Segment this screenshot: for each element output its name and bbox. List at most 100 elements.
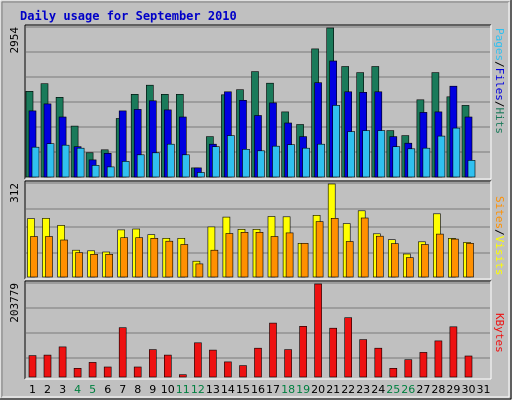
bar-sites-day-6 [105, 254, 113, 278]
bar-pages-day-14 [227, 135, 235, 178]
panel-hits_files_pages [24, 24, 492, 180]
bar-kbytes-day-30 [464, 355, 473, 378]
bar-kbytes-day-25 [389, 367, 398, 378]
bar-kbytes-day-6 [103, 366, 112, 378]
bar-sites-day-10 [165, 240, 174, 278]
legend-separator: / [493, 229, 506, 236]
day-label-23: 23 [356, 383, 370, 396]
day-label-29: 29 [446, 383, 460, 396]
bar-sites-day-26 [405, 257, 414, 278]
bar-pages-day-4 [76, 147, 85, 178]
bar-pages-day-9 [152, 152, 160, 178]
day-label-30: 30 [462, 383, 476, 396]
bar-pages-day-21 [332, 105, 341, 178]
bar-pages-day-2 [46, 143, 55, 178]
legend-entry: Visits [493, 236, 506, 276]
bar-kbytes-day-26 [404, 359, 413, 378]
legend-top: Pages/Files/Hits [493, 28, 506, 134]
day-label-4: 4 [74, 383, 81, 396]
bar-sites-day-20 [315, 221, 324, 278]
bar-pages-day-23 [362, 130, 371, 178]
bar-pages-day-6 [106, 166, 115, 178]
bar-pages-day-26 [407, 148, 416, 178]
bar-pages-day-7 [121, 161, 130, 178]
day-label-6: 6 [104, 383, 111, 396]
series-pages [31, 105, 476, 178]
bar-sites-day-15 [240, 232, 249, 278]
bar-sites-day-13 [210, 249, 219, 278]
bar-kbytes-day-7 [118, 327, 127, 378]
bar-kbytes-day-11 [179, 374, 187, 378]
bar-sites-day-1 [30, 236, 38, 278]
bar-pages-day-10 [167, 143, 175, 178]
day-label-22: 22 [341, 383, 355, 396]
bar-kbytes-day-14 [224, 361, 232, 378]
bar-pages-day-29 [452, 127, 461, 178]
y-max-label: 312 [8, 183, 21, 203]
bar-sites-day-24 [375, 235, 384, 278]
bar-kbytes-day-24 [374, 347, 383, 378]
bar-kbytes-day-29 [449, 326, 458, 378]
bar-pages-day-5 [91, 165, 100, 178]
bar-kbytes-day-5 [88, 362, 97, 378]
bar-sites-day-9 [150, 238, 159, 278]
panel-visits_sites [24, 180, 492, 280]
bar-pages-day-18 [287, 144, 295, 178]
series-sites [30, 217, 474, 278]
bar-sites-day-11 [180, 244, 189, 278]
bar-sites-day-17 [270, 236, 279, 278]
bar-pages-day-3 [61, 144, 70, 178]
bar-kbytes-day-23 [359, 339, 368, 378]
bar-pages-day-16 [257, 150, 265, 178]
day-label-17: 17 [266, 383, 280, 396]
day-label-3: 3 [59, 383, 66, 396]
day-label-5: 5 [89, 383, 96, 396]
legend-entry: Hits [493, 108, 506, 135]
day-label-8: 8 [134, 383, 141, 396]
day-label-25: 25 [386, 383, 400, 396]
bar-sites-day-14 [225, 233, 234, 278]
day-label-19: 19 [296, 383, 310, 396]
day-label-16: 16 [251, 383, 265, 396]
day-label-15: 15 [236, 383, 250, 396]
bar-kbytes-day-28 [434, 340, 443, 378]
day-label-18: 18 [281, 383, 295, 396]
x-axis-day-labels: 1 2 3 4 5 6 7 8 9 10 11 12 13 14 15 16 17 18 19 20 21 22 23 24 2… [29, 383, 491, 396]
bar-pages-day-8 [136, 154, 145, 178]
bar-sites-day-5 [90, 254, 98, 278]
bar-sites-day-19 [300, 243, 309, 278]
bar-kbytes-day-15 [239, 365, 247, 378]
day-label-24: 24 [371, 383, 385, 396]
bar-sites-day-12 [195, 263, 204, 278]
bar-pages-day-15 [242, 149, 250, 178]
legend-entry: Sites [493, 196, 506, 229]
bar-sites-day-30 [466, 243, 474, 278]
day-label-20: 20 [311, 383, 325, 396]
bar-pages-day-30 [467, 160, 476, 178]
bar-pages-day-1 [31, 146, 40, 178]
bar-pages-day-13 [212, 146, 220, 178]
bar-kbytes-day-4 [73, 367, 82, 378]
bar-pages-day-22 [347, 131, 356, 178]
legend-separator: / [493, 61, 506, 68]
legend-separator: / [493, 101, 506, 108]
bar-sites-day-25 [390, 243, 399, 278]
bar-sites-day-28 [436, 233, 444, 278]
day-label-31: 31 [477, 383, 491, 396]
legend-entry: Files [493, 68, 506, 101]
panel-kbytes [24, 280, 492, 380]
day-label-26: 26 [401, 383, 415, 396]
bar-kbytes-day-17 [269, 322, 277, 378]
bar-sites-day-8 [135, 237, 143, 278]
bar-sites-day-3 [60, 239, 68, 278]
bar-kbytes-day-1 [28, 355, 37, 378]
day-label-11: 11 [176, 383, 190, 396]
bar-sites-day-27 [421, 244, 429, 278]
bar-pages-day-28 [437, 135, 446, 178]
bar-pages-day-17 [272, 145, 280, 178]
bar-pages-day-25 [392, 146, 401, 178]
bar-sites-day-18 [285, 232, 294, 278]
bar-sites-day-7 [120, 237, 128, 278]
day-label-10: 10 [161, 383, 175, 396]
